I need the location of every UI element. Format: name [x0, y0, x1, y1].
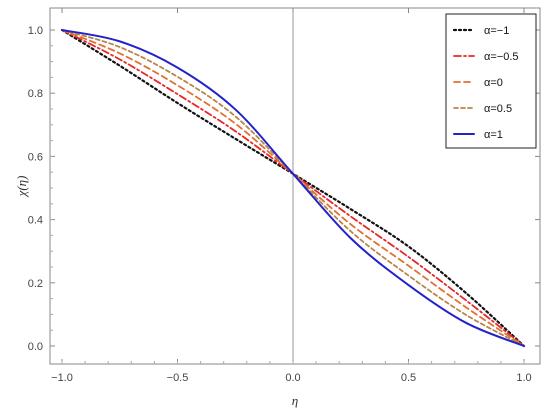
x-tick-label: −1.0	[51, 372, 73, 384]
legend-label-2: α=0	[484, 77, 503, 89]
legend-label-3: α=0.5	[484, 103, 512, 115]
x-tick-label: −0.5	[167, 372, 189, 384]
y-tick-label: 0.2	[28, 278, 43, 290]
legend-label-0: α=−1	[484, 25, 509, 37]
plot-frame	[49, 7, 541, 365]
y-tick-label: 1.0	[28, 25, 43, 37]
y-tick-label: 0.8	[28, 88, 43, 100]
series-line-4	[61, 29, 525, 347]
x-tick-label: 0.5	[401, 372, 416, 384]
x-axis-title: η	[292, 393, 298, 408]
y-tick-label: 0.4	[28, 215, 43, 227]
x-tick-label: 1.0	[516, 372, 531, 384]
y-axis-title: χ(η)	[14, 176, 29, 199]
legend-label-4: α=1	[484, 129, 503, 141]
y-tick-label: 0.0	[28, 341, 43, 353]
legend-box	[445, 13, 537, 149]
y-tick-label: 0.6	[28, 151, 43, 163]
x-tick-label: 0.0	[285, 372, 300, 384]
legend-label-1: α=−0.5	[484, 51, 519, 63]
